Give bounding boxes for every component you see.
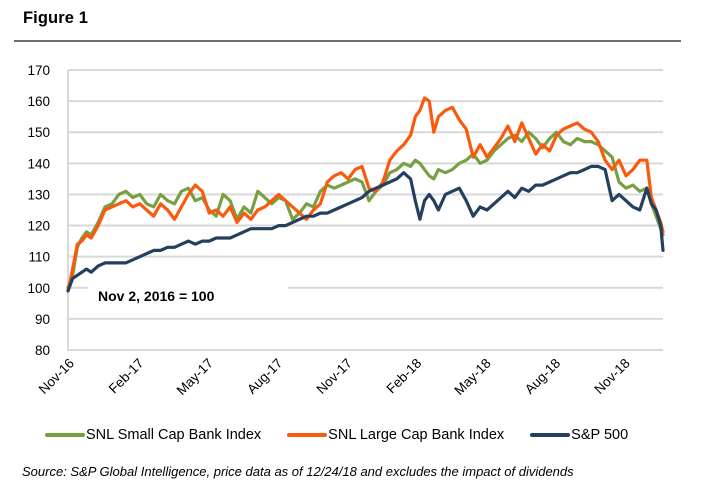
y-tick-label: 120 [27,219,50,234]
x-tick-label: May-17 [174,356,216,398]
line-chart: 170 160 150 140 130 120 110 100 90 80 Nov-16 Feb-1… [27,63,665,398]
x-tick-label: Feb-17 [106,356,147,397]
y-tick-label: 140 [27,156,50,171]
annotation-mask [88,283,288,295]
x-tick-label: Nov-17 [314,356,355,397]
x-axis-ticks: Nov-16 Feb-17 May-17 Aug-17 Nov-17 Feb-18 May-… [36,356,633,398]
y-tick-label: 110 [28,250,50,265]
x-tick-label: May-18 [451,356,493,398]
y-tick-label: 100 [27,281,50,296]
legend-item-large-cap: SNL Large Cap Bank Index [287,427,504,443]
y-axis-ticks: 170 160 150 140 130 120 110 100 90 80 [27,63,50,358]
source-note: Source: S&P Global Intelligence, price d… [22,464,574,479]
legend-swatch-sp500 [530,433,571,437]
title-divider [14,40,681,42]
legend-item-sp500: S&P 500 [530,427,628,443]
baseline-annotation: Nov 2, 2016 = 100 [98,288,215,304]
y-tick-label: 90 [35,312,50,327]
legend-swatch-large-cap [287,433,328,437]
y-tick-label: 150 [27,125,50,140]
legend-label-sp500: S&P 500 [571,427,629,443]
legend-swatch-small-cap [45,433,85,437]
gridlines [68,69,663,351]
legend-label-small-cap: SNL Small Cap Bank Index [86,427,262,443]
figure-title: Figure 1 [23,9,88,27]
annotation-background [88,283,288,295]
series-line-0 [66,130,665,290]
x-tick-label: Aug-17 [244,356,285,397]
legend-label-large-cap: SNL Large Cap Bank Index [328,427,505,443]
x-tick-label: Nov-18 [591,356,632,397]
chart-legend: SNL Small Cap Bank Index SNL Large Cap B… [45,427,628,443]
y-tick-label: 160 [27,94,50,109]
y-tick-label: 80 [35,343,50,358]
series-lines [66,96,665,293]
y-tick-label: 170 [27,63,50,78]
x-tick-label: Nov-16 [36,356,77,397]
x-tick-label: Aug-18 [522,356,563,397]
series-line-2 [66,164,665,293]
x-tick-label: Feb-18 [384,356,425,397]
y-tick-label: 130 [27,187,50,202]
legend-item-small-cap: SNL Small Cap Bank Index [45,427,261,443]
